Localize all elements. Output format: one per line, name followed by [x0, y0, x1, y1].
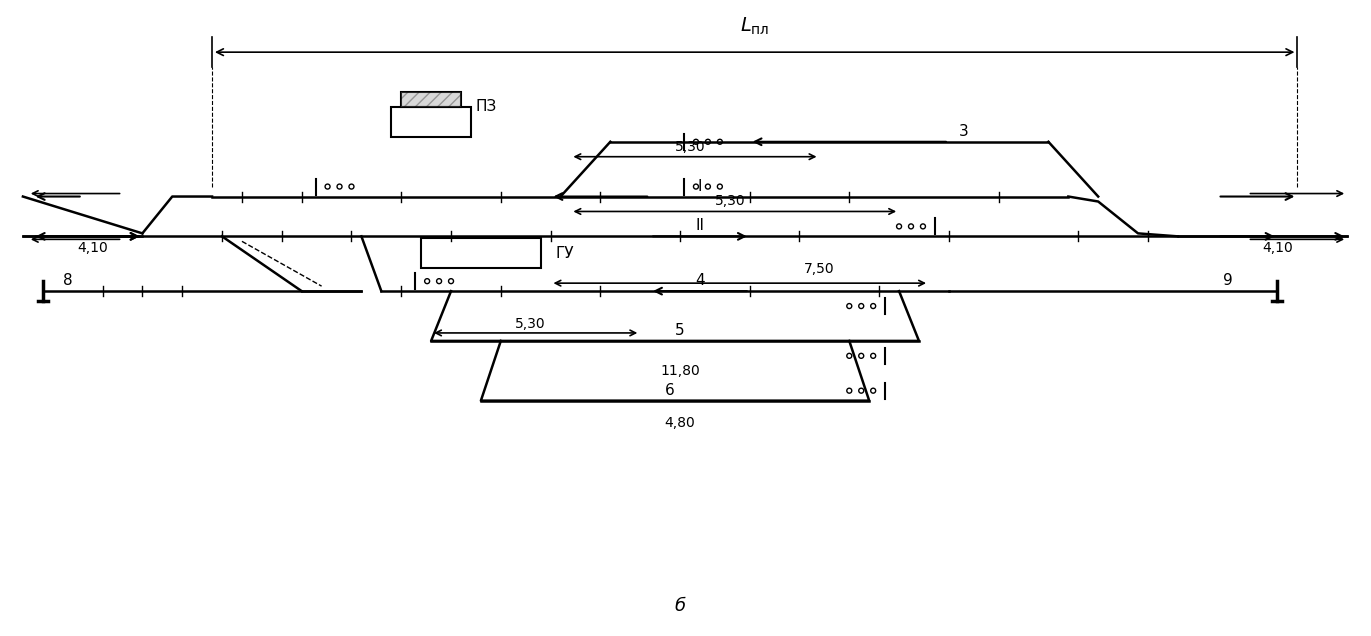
Text: I: I [698, 179, 702, 193]
Text: 4,10: 4,10 [1263, 241, 1293, 255]
Text: ПЗ: ПЗ [476, 99, 498, 114]
Text: 4,80: 4,80 [665, 415, 695, 429]
Text: 5,30: 5,30 [714, 195, 744, 209]
Text: 5,30: 5,30 [515, 317, 546, 331]
Text: 4,10: 4,10 [77, 241, 108, 255]
Text: 6: 6 [665, 383, 675, 398]
Bar [421, 238, 540, 268]
Text: 9: 9 [1223, 273, 1233, 288]
Text: ГУ: ГУ [555, 245, 574, 261]
Text: 3: 3 [958, 124, 968, 139]
Bar [402, 92, 461, 107]
Bar [391, 107, 472, 137]
Text: 8: 8 [63, 273, 73, 288]
Text: 5,30: 5,30 [675, 140, 705, 154]
Text: $L_{\text{пл}}$: $L_{\text{пл}}$ [740, 16, 769, 38]
Text: 7,50: 7,50 [805, 262, 835, 276]
Text: 4: 4 [695, 273, 705, 288]
Text: 11,80: 11,80 [661, 364, 701, 378]
Text: 5: 5 [675, 323, 686, 338]
Text: II: II [695, 218, 705, 233]
Text: б: б [675, 597, 686, 615]
